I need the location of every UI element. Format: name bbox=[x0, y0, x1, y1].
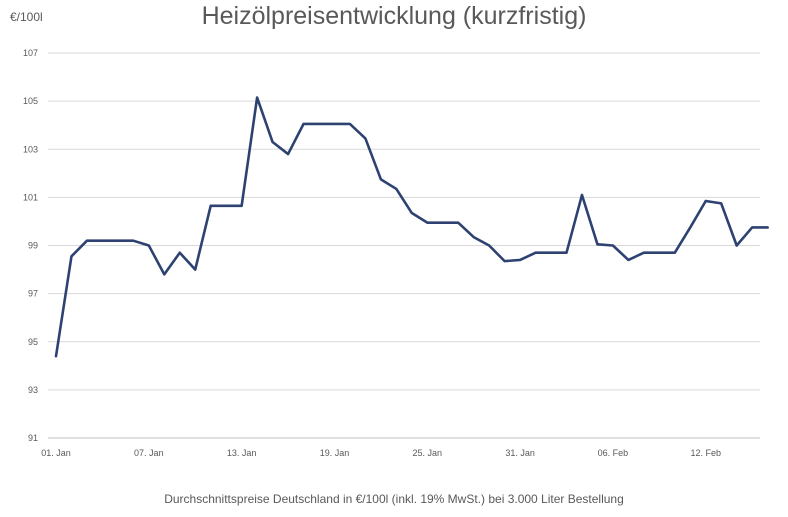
data-point bbox=[580, 193, 583, 196]
data-point bbox=[70, 255, 73, 258]
data-point bbox=[55, 355, 57, 358]
data-point bbox=[642, 251, 645, 254]
data-point bbox=[317, 122, 320, 125]
data-point bbox=[132, 239, 135, 242]
data-point bbox=[225, 204, 228, 207]
y-tick-label: 107 bbox=[23, 48, 38, 58]
y-tick-label: 93 bbox=[28, 385, 38, 395]
x-tick-label: 07. Jan bbox=[134, 448, 164, 458]
data-point bbox=[379, 178, 382, 181]
data-point bbox=[534, 251, 537, 254]
y-axis-ticks: 91 93 95 97 99 101 103 105 107 bbox=[23, 48, 38, 443]
data-point bbox=[441, 221, 444, 224]
y-tick-label: 95 bbox=[28, 337, 38, 347]
data-point bbox=[503, 260, 506, 263]
data-point bbox=[596, 243, 599, 246]
data-point bbox=[565, 251, 568, 254]
chart-footnote: Durchschnittspreise Deutschland in €/100… bbox=[164, 492, 624, 506]
y-tick-label: 97 bbox=[28, 289, 38, 299]
x-tick-label: 19. Jan bbox=[320, 448, 350, 458]
data-point bbox=[751, 226, 754, 229]
data-point bbox=[147, 244, 150, 247]
data-point bbox=[673, 251, 676, 254]
data-point bbox=[271, 141, 274, 144]
x-tick-label: 12. Feb bbox=[690, 448, 721, 458]
x-tick-label: 13. Jan bbox=[227, 448, 257, 458]
data-point bbox=[178, 251, 181, 254]
data-point bbox=[256, 96, 259, 99]
data-point bbox=[766, 226, 769, 229]
data-point bbox=[333, 122, 336, 125]
data-point bbox=[364, 137, 367, 140]
y-tick-label: 91 bbox=[28, 433, 38, 443]
data-point bbox=[163, 273, 166, 276]
data-point bbox=[457, 221, 460, 224]
data-point bbox=[735, 244, 738, 247]
x-tick-label: 01. Jan bbox=[41, 448, 71, 458]
y-tick-label: 105 bbox=[23, 96, 38, 106]
data-point bbox=[689, 226, 692, 229]
y-tick-label: 101 bbox=[23, 192, 38, 202]
x-tick-label: 31. Jan bbox=[505, 448, 535, 458]
data-point bbox=[611, 244, 614, 247]
data-point bbox=[550, 251, 553, 254]
grid-lines bbox=[48, 52, 760, 439]
y-tick-label: 103 bbox=[23, 144, 38, 154]
x-tick-label: 25. Jan bbox=[413, 448, 443, 458]
data-point bbox=[194, 268, 197, 271]
data-point bbox=[240, 204, 243, 207]
data-point bbox=[287, 153, 290, 156]
data-point bbox=[101, 239, 104, 242]
data-point bbox=[488, 244, 491, 247]
data-point bbox=[348, 122, 351, 125]
price-series-line bbox=[54, 96, 769, 358]
data-point bbox=[302, 122, 305, 125]
data-point bbox=[519, 258, 522, 261]
data-point bbox=[426, 221, 429, 224]
data-point bbox=[472, 236, 475, 239]
chart-title: Heizölpreisentwicklung (kurzfristig) bbox=[201, 2, 587, 30]
data-point bbox=[209, 204, 212, 207]
data-point bbox=[395, 187, 398, 190]
data-point bbox=[627, 258, 630, 261]
data-point bbox=[85, 239, 88, 242]
data-point bbox=[704, 199, 707, 202]
data-point bbox=[658, 251, 661, 254]
y-axis-unit-label: €/100l bbox=[10, 10, 43, 24]
y-tick-label: 99 bbox=[28, 241, 38, 251]
series-layer bbox=[54, 96, 769, 358]
data-point bbox=[116, 239, 119, 242]
data-point bbox=[720, 202, 723, 205]
x-axis-ticks: 01. Jan 07. Jan 13. Jan 19. Jan 25. Jan 31. J… bbox=[41, 448, 721, 458]
x-tick-label: 06. Feb bbox=[598, 448, 629, 458]
data-point bbox=[410, 212, 413, 215]
